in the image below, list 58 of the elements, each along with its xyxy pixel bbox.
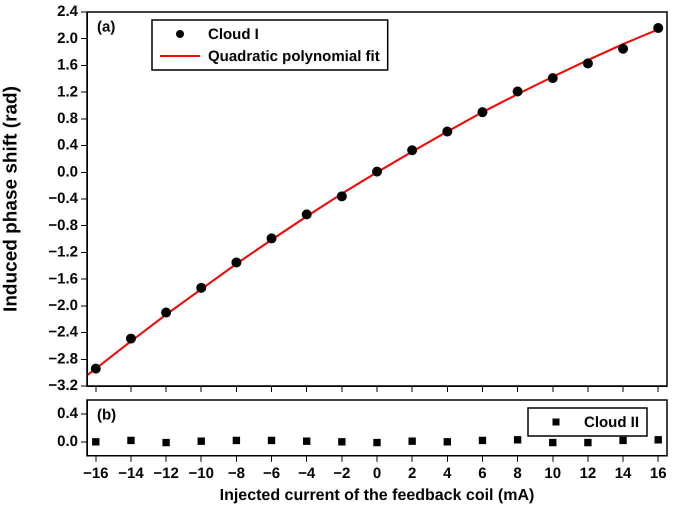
legend-label: Cloud I (208, 26, 259, 44)
x-tick-label: 10 (544, 464, 562, 482)
x-tick-label: −6 (262, 464, 280, 482)
x-tick-label: −4 (298, 464, 316, 482)
y-tick-label: −2.8 (48, 350, 78, 368)
x-tick-label: −12 (153, 464, 179, 482)
y-tick-label: 0.0 (57, 432, 78, 450)
point (90, 364, 101, 374)
annotation: (b) (97, 406, 116, 424)
point (442, 126, 452, 137)
x-tick-label: 6 (478, 464, 487, 482)
point (477, 107, 488, 118)
point (653, 23, 664, 34)
x-tick-label: 12 (580, 464, 596, 482)
y-tick-label: −0.4 (48, 190, 79, 208)
x-tick-label: 0 (372, 464, 382, 482)
point (196, 282, 206, 293)
point (336, 191, 347, 202)
legend-label: Cloud II (584, 414, 640, 432)
point (548, 73, 558, 84)
y-tick-label: −0.8 (48, 216, 78, 234)
point (407, 145, 418, 156)
y-tick-label: 0.4 (57, 136, 79, 154)
x-tick-label: 2 (408, 464, 416, 482)
y-tick-label: −1.2 (48, 244, 78, 261)
y-tick-label: −2.0 (48, 297, 78, 314)
point (618, 44, 628, 54)
y-tick-label: 2.4 (57, 3, 79, 20)
x-tick-label: −2 (333, 464, 350, 482)
y-tick-label: −3.2 (48, 377, 78, 394)
point (126, 334, 136, 344)
y-tick-label: 2.0 (57, 30, 78, 47)
legend-label: Quadratic polynomial fit (208, 48, 380, 66)
x-tick-label: 8 (513, 464, 522, 482)
annotation: (a) (97, 18, 116, 36)
x-tick-label: −8 (228, 464, 245, 482)
point (302, 209, 312, 220)
point (372, 166, 382, 177)
x-tick-label: −14 (118, 464, 144, 482)
point (231, 257, 242, 268)
y-tick-label: −2.4 (48, 324, 79, 341)
y-tick-label: 1.6 (57, 56, 78, 74)
x-tick-label: 14 (614, 464, 632, 482)
y-tick-label: 0.0 (57, 163, 78, 180)
point (512, 86, 523, 96)
x-tick-label: −16 (83, 464, 109, 482)
point (582, 58, 593, 68)
y-tick-label: 1.2 (57, 83, 78, 100)
x-tick-label: 16 (650, 464, 667, 482)
x-axis-title: Injected current of the feedback coil (mA) (220, 486, 534, 504)
point (266, 233, 277, 244)
y-tick-label: 0.4 (57, 405, 79, 422)
x-tick-label: 4 (443, 464, 452, 482)
point (161, 308, 172, 318)
x-tick-label: −10 (188, 464, 214, 482)
y-tick-label: −1.6 (48, 270, 78, 288)
y-axis-title: Induced phase shift (rad) (0, 86, 22, 312)
y-tick-label: 0.8 (57, 110, 78, 127)
